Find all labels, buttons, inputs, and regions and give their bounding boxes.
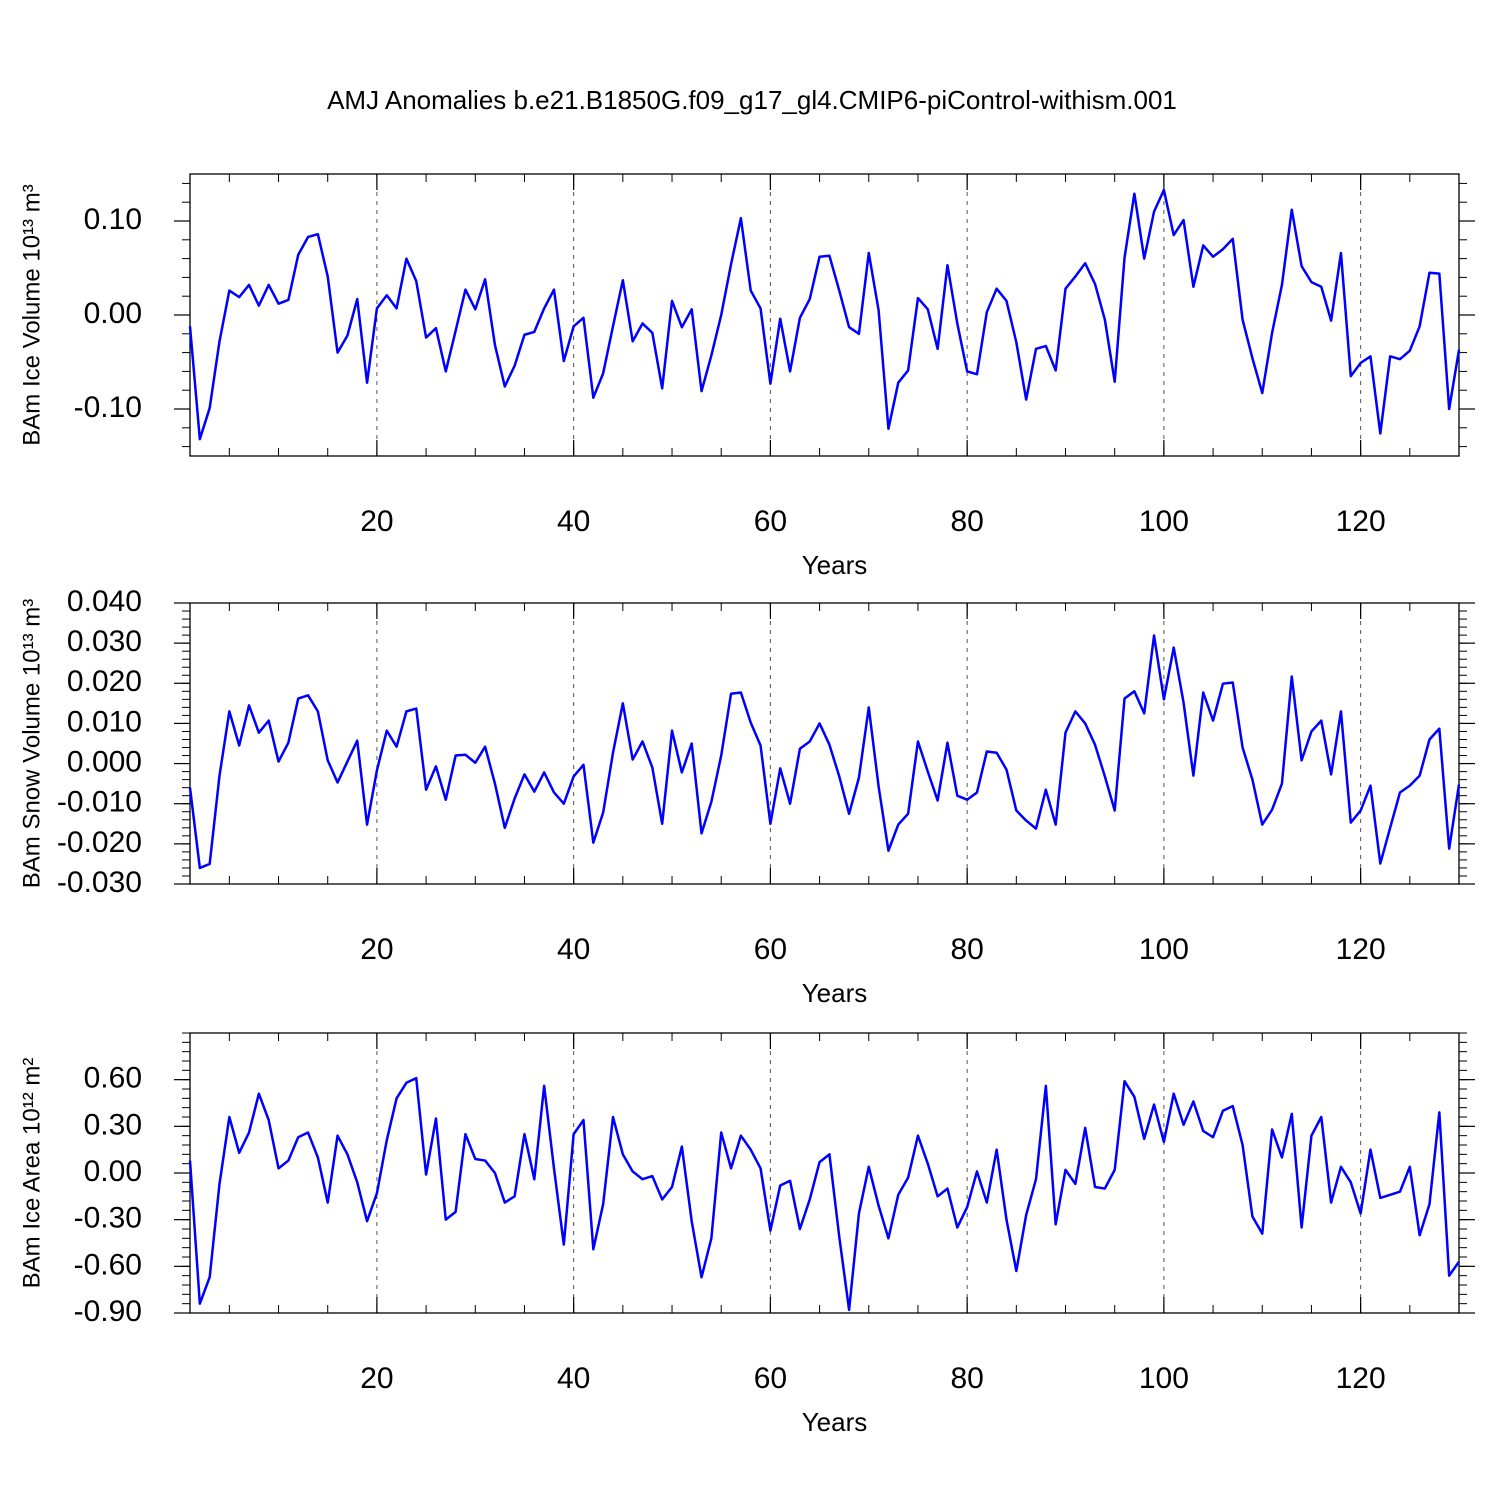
plot-frame xyxy=(189,173,1460,457)
y-tick-label: 0.60 xyxy=(84,1062,142,1095)
x-axis-label: Years xyxy=(802,1407,868,1437)
x-tick-label: 80 xyxy=(950,505,983,538)
y-tick-label: -0.010 xyxy=(57,786,142,819)
y-tick-label: 0.000 xyxy=(67,745,142,778)
y-tick-label: 0.010 xyxy=(67,705,142,738)
y-axis-label: BAm Ice Volume 10¹³ m³ xyxy=(18,184,45,445)
y-tick-label: -0.10 xyxy=(74,391,142,424)
x-tick-label: 80 xyxy=(950,933,983,966)
data-line xyxy=(188,1076,1461,1312)
figure-title: AMJ Anomalies b.e21.B1850G.f09_g17_gl4.C… xyxy=(327,85,1177,115)
y-tick-label: -0.90 xyxy=(74,1295,142,1328)
y-tick-label: -0.020 xyxy=(57,826,142,859)
x-tick-label: 60 xyxy=(754,505,787,538)
y-axis-label: BAm Ice Area 10¹² m² xyxy=(18,1058,45,1289)
x-tick-label: 20 xyxy=(360,933,393,966)
y-tick-label: 0.020 xyxy=(67,665,142,698)
x-tick-label: 20 xyxy=(360,1362,393,1395)
x-axis-label: Years xyxy=(802,978,868,1008)
x-tick-label: 60 xyxy=(754,1362,787,1395)
x-tick-label: 100 xyxy=(1139,933,1189,966)
y-tick-label: 0.030 xyxy=(67,625,142,658)
x-tick-label: 40 xyxy=(557,505,590,538)
y-tick-label: -0.30 xyxy=(74,1202,142,1235)
y-tick-label: 0.10 xyxy=(84,203,142,236)
x-tick-label: 40 xyxy=(557,1362,590,1395)
x-tick-label: 100 xyxy=(1139,1362,1189,1395)
y-tick-label: 0.00 xyxy=(84,297,142,330)
x-tick-label: 120 xyxy=(1336,1362,1386,1395)
x-axis-label: Years xyxy=(802,550,868,580)
y-tick-label: -0.030 xyxy=(57,866,142,899)
x-tick-label: 60 xyxy=(754,933,787,966)
x-tick-label: 120 xyxy=(1336,933,1386,966)
y-tick-label: 0.040 xyxy=(67,585,142,618)
x-tick-label: 100 xyxy=(1139,505,1189,538)
y-tick-label: 0.30 xyxy=(84,1108,142,1141)
x-tick-label: 120 xyxy=(1336,505,1386,538)
y-tick-label: 0.00 xyxy=(84,1155,142,1188)
y-tick-label: -0.60 xyxy=(74,1248,142,1281)
data-line xyxy=(188,188,1461,441)
y-axis-label: BAm Snow Volume 10¹³ m³ xyxy=(18,599,45,888)
x-tick-label: 40 xyxy=(557,933,590,966)
x-tick-label: 80 xyxy=(950,1362,983,1395)
data-line xyxy=(188,634,1461,870)
plot-frame xyxy=(189,602,1460,885)
x-tick-label: 20 xyxy=(360,505,393,538)
